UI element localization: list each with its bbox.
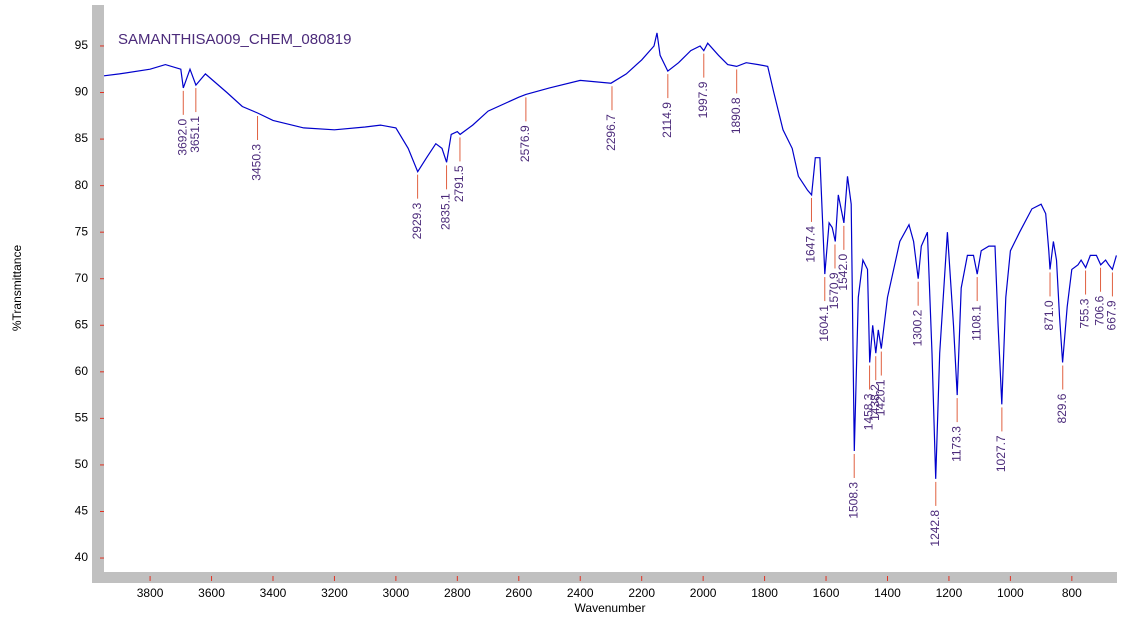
y-tick-label: 65	[75, 317, 89, 331]
y-tick-label: 40	[75, 550, 89, 564]
peak-label: 1570.9	[827, 272, 841, 309]
peak-label: 1173.3	[949, 426, 963, 462]
peak-label: 667.9	[1105, 300, 1119, 330]
y-tick-label: 50	[75, 457, 89, 471]
peak-label: 2791.5	[452, 165, 466, 202]
peak-label: 1542.0	[836, 254, 850, 291]
peak-label: 3651.1	[188, 116, 202, 153]
x-tick-label: 1000	[997, 586, 1024, 600]
x-tick-label: 1600	[813, 586, 840, 600]
peak-label: 1242.8	[928, 510, 942, 547]
y-tick-label: 60	[75, 364, 89, 378]
peak-label: 1647.4	[804, 226, 818, 263]
x-tick-label: 1200	[936, 586, 963, 600]
peak-label: 3450.3	[250, 144, 264, 181]
peak-label: 1300.2	[910, 309, 924, 346]
spectrum-line	[103, 32, 1117, 479]
peak-label: 1890.8	[729, 97, 743, 134]
left-axis-strip	[92, 5, 104, 583]
peak-label: 1508.3	[846, 482, 860, 519]
peak-label: 829.6	[1055, 393, 1069, 423]
y-tick-label: 70	[75, 271, 89, 285]
chart-title: SAMANTHISA009_CHEM_080819	[118, 31, 351, 48]
y-tick-label: 85	[75, 131, 89, 145]
peak-label: 1108.1	[969, 305, 983, 341]
y-axis-label: %Transmittance	[10, 245, 24, 332]
y-tick-label: 80	[75, 178, 89, 192]
peak-label: 2835.1	[439, 193, 453, 230]
peak-label: 755.3	[1078, 298, 1092, 328]
x-tick-label: 2000	[690, 586, 717, 600]
peak-label: 1027.7	[994, 435, 1008, 472]
x-tick-label: 2800	[444, 586, 471, 600]
x-tick-label: 3600	[198, 586, 225, 600]
x-tick-label: 1800	[751, 586, 778, 600]
x-tick-label: 2600	[505, 586, 532, 600]
x-tick-label: 2400	[567, 586, 594, 600]
y-tick-label: 95	[75, 38, 89, 52]
x-tick-label: 3400	[260, 586, 287, 600]
x-tick-label: 800	[1062, 586, 1082, 600]
peak-label: 2114.9	[660, 102, 674, 138]
peak-label: 871.0	[1042, 300, 1056, 330]
y-tick-label: 55	[75, 411, 89, 425]
peak-label: 1420.1	[873, 379, 887, 416]
y-tick-label: 45	[75, 504, 89, 518]
peak-label: 706.6	[1093, 295, 1107, 325]
x-tick-label: 3800	[137, 586, 164, 600]
peak-label: 1438.2	[868, 384, 882, 421]
x-axis-label: Wavenumber	[575, 601, 646, 615]
peak-label: 2576.9	[518, 125, 532, 162]
x-tick-label: 2200	[628, 586, 655, 600]
peak-label: 1458.3	[862, 393, 876, 430]
x-tick-label: 1400	[874, 586, 901, 600]
peak-label: 3692.0	[175, 119, 189, 156]
peak-label: 2296.7	[604, 114, 618, 151]
x-tick-label: 3200	[321, 586, 348, 600]
y-tick-label: 90	[75, 85, 89, 99]
x-tick-label: 3000	[383, 586, 410, 600]
peak-label: 2929.3	[410, 202, 424, 239]
peak-label: 1604.1	[817, 305, 831, 342]
y-tick-label: 75	[75, 224, 89, 238]
peak-label: 1997.9	[696, 81, 710, 118]
bottom-axis-strip	[92, 572, 1117, 583]
